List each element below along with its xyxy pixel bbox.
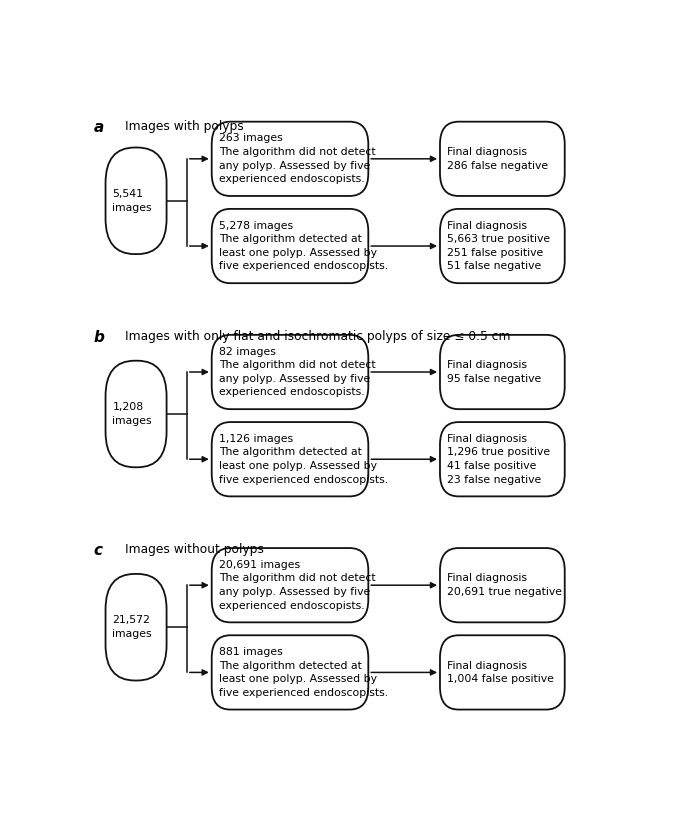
Text: Final diagnosis
20,691 true negative: Final diagnosis 20,691 true negative [447, 573, 562, 597]
FancyBboxPatch shape [440, 548, 564, 623]
Text: 20,691 images
The algorithm did not detect
any polyp. Assessed by five
experienc: 20,691 images The algorithm did not dete… [219, 560, 375, 611]
Text: 1,208
images: 1,208 images [112, 402, 152, 426]
FancyBboxPatch shape [440, 635, 564, 710]
FancyBboxPatch shape [212, 422, 369, 497]
Text: Final diagnosis
1,004 false positive: Final diagnosis 1,004 false positive [447, 660, 553, 685]
Text: 82 images
The algorithm did not detect
any polyp. Assessed by five
experienced e: 82 images The algorithm did not detect a… [219, 347, 375, 398]
FancyBboxPatch shape [212, 335, 369, 409]
Text: Images with only flat and isochromatic polyps of size ≤ 0.5 cm: Images with only flat and isochromatic p… [125, 330, 511, 343]
Text: a: a [94, 120, 104, 135]
FancyBboxPatch shape [212, 635, 369, 710]
Text: 21,572
images: 21,572 images [112, 615, 152, 639]
Text: 881 images
The algorithm detected at
least one polyp. Assessed by
five experienc: 881 images The algorithm detected at lea… [219, 647, 388, 698]
Text: Final diagnosis
5,663 true positive
251 false positive
51 false negative: Final diagnosis 5,663 true positive 251 … [447, 221, 550, 272]
Text: Final diagnosis
95 false negative: Final diagnosis 95 false negative [447, 360, 541, 383]
FancyBboxPatch shape [105, 361, 166, 467]
Text: Images without polyps: Images without polyps [125, 543, 264, 556]
Text: Images with polyps: Images with polyps [125, 120, 244, 133]
Text: 263 images
The algorithm did not detect
any polyp. Assessed by five
experienced : 263 images The algorithm did not detect … [219, 133, 375, 185]
FancyBboxPatch shape [212, 548, 369, 623]
FancyBboxPatch shape [440, 122, 564, 196]
Text: 1,126 images
The algorithm detected at
least one polyp. Assessed by
five experie: 1,126 images The algorithm detected at l… [219, 434, 388, 485]
FancyBboxPatch shape [440, 209, 564, 284]
FancyBboxPatch shape [212, 122, 369, 196]
Text: Final diagnosis
286 false negative: Final diagnosis 286 false negative [447, 147, 548, 170]
Text: 5,278 images
The algorithm detected at
least one polyp. Assessed by
five experie: 5,278 images The algorithm detected at l… [219, 221, 388, 272]
Text: 5,541
images: 5,541 images [112, 189, 152, 212]
Text: Final diagnosis
1,296 true positive
41 false positive
23 false negative: Final diagnosis 1,296 true positive 41 f… [447, 434, 550, 485]
FancyBboxPatch shape [440, 335, 564, 409]
FancyBboxPatch shape [440, 422, 564, 497]
FancyBboxPatch shape [105, 574, 166, 680]
Text: c: c [94, 543, 103, 558]
FancyBboxPatch shape [212, 209, 369, 284]
FancyBboxPatch shape [105, 148, 166, 254]
Text: b: b [94, 330, 105, 345]
